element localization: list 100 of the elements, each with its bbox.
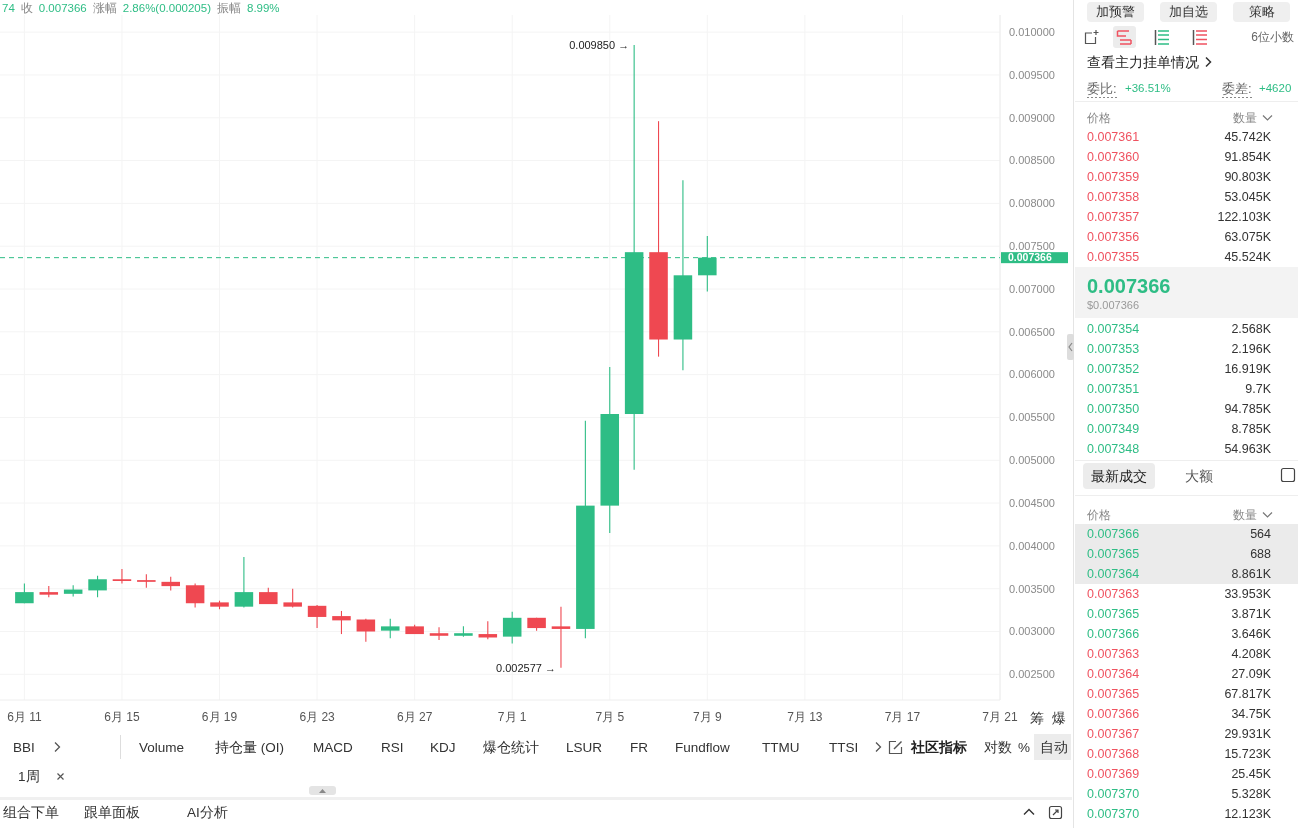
text: 最新成交 <box>1091 467 1147 484</box>
text: 1周 <box>18 768 40 784</box>
text: 筹 <box>1030 710 1044 726</box>
y2-tick-label: 63.075K <box>1224 230 1272 245</box>
text: 加预警 <box>1096 5 1135 20</box>
candlestick <box>88 575 107 598</box>
text: RSI <box>381 739 404 755</box>
y-tick-label: 0.007365 <box>1087 547 1140 562</box>
text: 查看主力挂单情况 <box>1087 54 1199 70</box>
x-tick-label: 7月 5 <box>595 710 625 725</box>
y-tick-label: 0.005000 <box>1009 454 1055 467</box>
y2-tick-label: 53.045K <box>1224 190 1272 205</box>
text: 加自选 <box>1169 5 1208 20</box>
y2-tick-label: 33.953K <box>1224 587 1272 602</box>
y2-tick-label: 12.123K <box>1224 807 1272 822</box>
candlestick <box>234 556 254 609</box>
y-tick-label: 0.006000 <box>1009 368 1055 381</box>
y-tick-label: 0.007366 <box>1087 527 1140 542</box>
text: % <box>1018 739 1031 755</box>
y2-tick-label: 27.09K <box>1231 667 1272 682</box>
y-tick-label: 0.008500 <box>1009 154 1055 167</box>
y2-tick-label: 45.742K <box>1224 130 1272 145</box>
text: 组合下单 <box>3 804 59 820</box>
text: 爆仓统计 <box>483 739 539 755</box>
text: 持仓量 (OI) <box>215 739 284 755</box>
y2-tick-label: 45.524K <box>1224 250 1272 265</box>
text: 6位小数 <box>1251 30 1294 45</box>
x-tick-label: 7月 17 <box>884 710 921 725</box>
y-axis-title: 价格 <box>1086 508 1111 523</box>
y-tick-label: 0.007361 <box>1087 130 1140 145</box>
y-tick-label: 0.002500 <box>1009 668 1055 681</box>
y-tick-label: 0.004000 <box>1009 539 1055 552</box>
y-tick-label: 0.007367 <box>1087 727 1140 742</box>
y2-tick-label: 564 <box>1250 527 1272 542</box>
annotation: 0.002577 → <box>496 661 556 674</box>
text: 8.99% <box>246 1 280 14</box>
x-tick-label: 7月 21 <box>982 710 1018 725</box>
text: FR <box>630 739 649 755</box>
y-tick-label: 0.007364 <box>1087 667 1140 682</box>
y2-tick-label: 5.328K <box>1231 787 1272 802</box>
x-tick-label: 数量 <box>1233 111 1257 126</box>
text: 委差: <box>1222 80 1252 96</box>
y-tick-label: 0.007355 <box>1087 250 1140 265</box>
y-tick-label: 0.007368 <box>1087 747 1140 762</box>
y2-tick-label: 9.7K <box>1245 382 1272 397</box>
text: 委比: <box>1087 80 1117 96</box>
y2-tick-label: 94.785K <box>1224 402 1272 417</box>
text: 振幅 <box>216 1 241 14</box>
candlestick <box>356 618 376 643</box>
y2-tick-label: 25.45K <box>1231 767 1272 782</box>
y-tick-label: 0.007366 <box>1087 707 1140 722</box>
candlestick <box>551 606 571 669</box>
x-tick-label: 6月 27 <box>396 710 433 725</box>
y-tick-label: 0.005500 <box>1009 411 1055 424</box>
text: 大额 <box>1185 467 1213 484</box>
y-tick-label: 0.007366 <box>1087 627 1140 642</box>
candlestick <box>429 626 449 641</box>
y2-tick-label: 2.568K <box>1231 322 1272 337</box>
y-tick-label: 0.007358 <box>1087 190 1140 205</box>
x-tick-label: 数量 <box>1233 508 1257 523</box>
candlestick <box>380 618 400 639</box>
y2-tick-label: 34.75K <box>1231 707 1272 722</box>
text: 策略 <box>1248 5 1275 20</box>
text: 对数 <box>984 739 1012 755</box>
text: MACD <box>313 739 353 755</box>
candlestick <box>332 610 351 635</box>
y-tick-label: 0.007353 <box>1087 342 1140 357</box>
text: AI分析 <box>187 804 228 820</box>
y-tick-label: 0.007369 <box>1087 767 1140 782</box>
y-axis-title: 价格 <box>1086 111 1111 126</box>
y-tick-label: 0.007357 <box>1087 210 1140 225</box>
x-tick-label: 6月 11 <box>7 710 42 725</box>
y-tick-label: 0.007500 <box>1009 240 1055 253</box>
text: TTSI <box>829 739 859 755</box>
y2-tick-label: 54.963K <box>1224 442 1272 457</box>
y2-tick-label: 688 <box>1250 547 1272 562</box>
x-tick-label: 7月 13 <box>787 710 823 725</box>
y-tick-label: 0.007349 <box>1087 422 1140 437</box>
x-tick-label: 6月 23 <box>299 710 336 725</box>
y-tick-label: 0.004500 <box>1009 496 1055 509</box>
y2-tick-label: 8.785K <box>1231 422 1272 437</box>
y-tick-label: 0.007370 <box>1087 807 1140 822</box>
text: 跟单面板 <box>84 804 140 820</box>
y-tick-label: 0.007363 <box>1087 587 1140 602</box>
y-tick-label: 0.007352 <box>1087 362 1140 377</box>
y-tick-label: 0.003500 <box>1009 582 1055 595</box>
y2-tick-label: 29.931K <box>1224 727 1272 742</box>
y2-tick-label: 2.196K <box>1231 342 1272 357</box>
y-tick-label: 0.007000 <box>1009 282 1055 295</box>
text: 爆 <box>1052 710 1066 726</box>
text: 74 <box>2 1 16 14</box>
y-tick-label: 0.007356 <box>1087 230 1140 245</box>
text: LSUR <box>566 739 603 755</box>
text: $0.007366 <box>1087 298 1139 311</box>
y-tick-label: 0.007365 <box>1087 607 1140 622</box>
y-tick-label: 0.008000 <box>1009 197 1055 210</box>
text: +4620 <box>1259 82 1292 95</box>
y-tick-label: 0.009000 <box>1009 111 1055 124</box>
candlestick <box>283 588 302 609</box>
y-tick-label: 0.003000 <box>1009 625 1055 638</box>
